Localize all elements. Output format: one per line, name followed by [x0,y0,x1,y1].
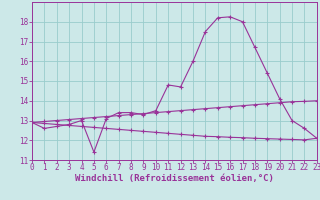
X-axis label: Windchill (Refroidissement éolien,°C): Windchill (Refroidissement éolien,°C) [75,174,274,183]
